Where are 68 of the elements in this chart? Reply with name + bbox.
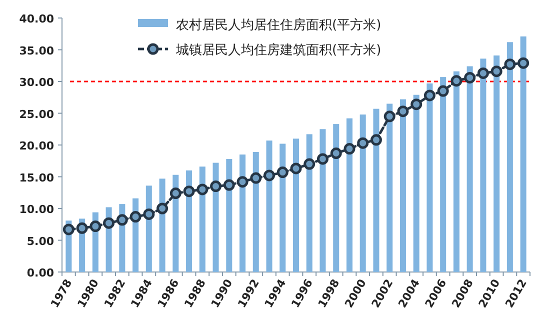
point xyxy=(236,176,248,188)
bar xyxy=(226,158,232,272)
bar xyxy=(440,77,446,272)
point xyxy=(183,186,195,198)
y-tick-label: 0.00 xyxy=(26,266,54,280)
point xyxy=(384,110,396,122)
point xyxy=(276,166,288,178)
point xyxy=(76,222,88,234)
point xyxy=(397,106,409,118)
bar xyxy=(306,134,312,272)
y-tick-label: 15.00 xyxy=(19,171,54,184)
bar xyxy=(520,36,526,272)
point xyxy=(424,90,436,102)
point xyxy=(156,202,168,214)
point xyxy=(464,72,476,84)
bar xyxy=(252,152,259,272)
point xyxy=(223,179,235,191)
point xyxy=(504,58,516,70)
bar xyxy=(386,104,393,272)
point xyxy=(103,217,115,229)
point xyxy=(290,162,302,174)
bar xyxy=(494,55,500,272)
bar xyxy=(453,71,460,272)
bar xyxy=(240,154,246,272)
bar xyxy=(506,42,513,272)
bar xyxy=(333,124,340,272)
point xyxy=(316,153,328,165)
bar xyxy=(373,108,380,272)
bar xyxy=(400,99,406,272)
point xyxy=(130,211,142,223)
point xyxy=(170,188,182,200)
point xyxy=(477,67,489,79)
bar xyxy=(480,58,486,272)
y-tick-label: 30.00 xyxy=(19,76,54,89)
point xyxy=(450,75,462,87)
y-tick-label: 5.00 xyxy=(26,234,54,248)
point xyxy=(143,208,155,220)
point xyxy=(90,220,102,232)
y-tick-label: 40.00 xyxy=(19,12,54,26)
point xyxy=(410,98,422,110)
y-tick-label: 25.00 xyxy=(19,108,54,121)
legend-label: 城镇居民人均住房建筑面积(平方米) xyxy=(175,42,382,58)
point xyxy=(210,180,222,192)
y-tick-label: 20.00 xyxy=(19,140,54,152)
point xyxy=(330,148,342,160)
point xyxy=(357,137,369,149)
point xyxy=(62,224,74,236)
bar xyxy=(413,94,420,272)
point xyxy=(196,184,208,196)
bar xyxy=(292,138,300,272)
point xyxy=(344,143,356,155)
bar xyxy=(426,83,433,272)
y-tick-label: 35.00 xyxy=(19,44,54,58)
point xyxy=(304,158,316,170)
point xyxy=(437,85,449,97)
point xyxy=(490,66,502,78)
point xyxy=(370,134,382,146)
point xyxy=(250,172,262,184)
bar xyxy=(466,66,473,272)
bar xyxy=(320,129,326,272)
bar xyxy=(360,114,366,272)
bar xyxy=(346,118,352,272)
point xyxy=(264,170,276,182)
point xyxy=(116,214,128,226)
point xyxy=(518,57,530,69)
bar xyxy=(266,140,272,272)
y-tick-label: 10.00 xyxy=(19,203,54,216)
legend-label: 农村居民人均居住住房面积(平方米) xyxy=(176,17,382,33)
